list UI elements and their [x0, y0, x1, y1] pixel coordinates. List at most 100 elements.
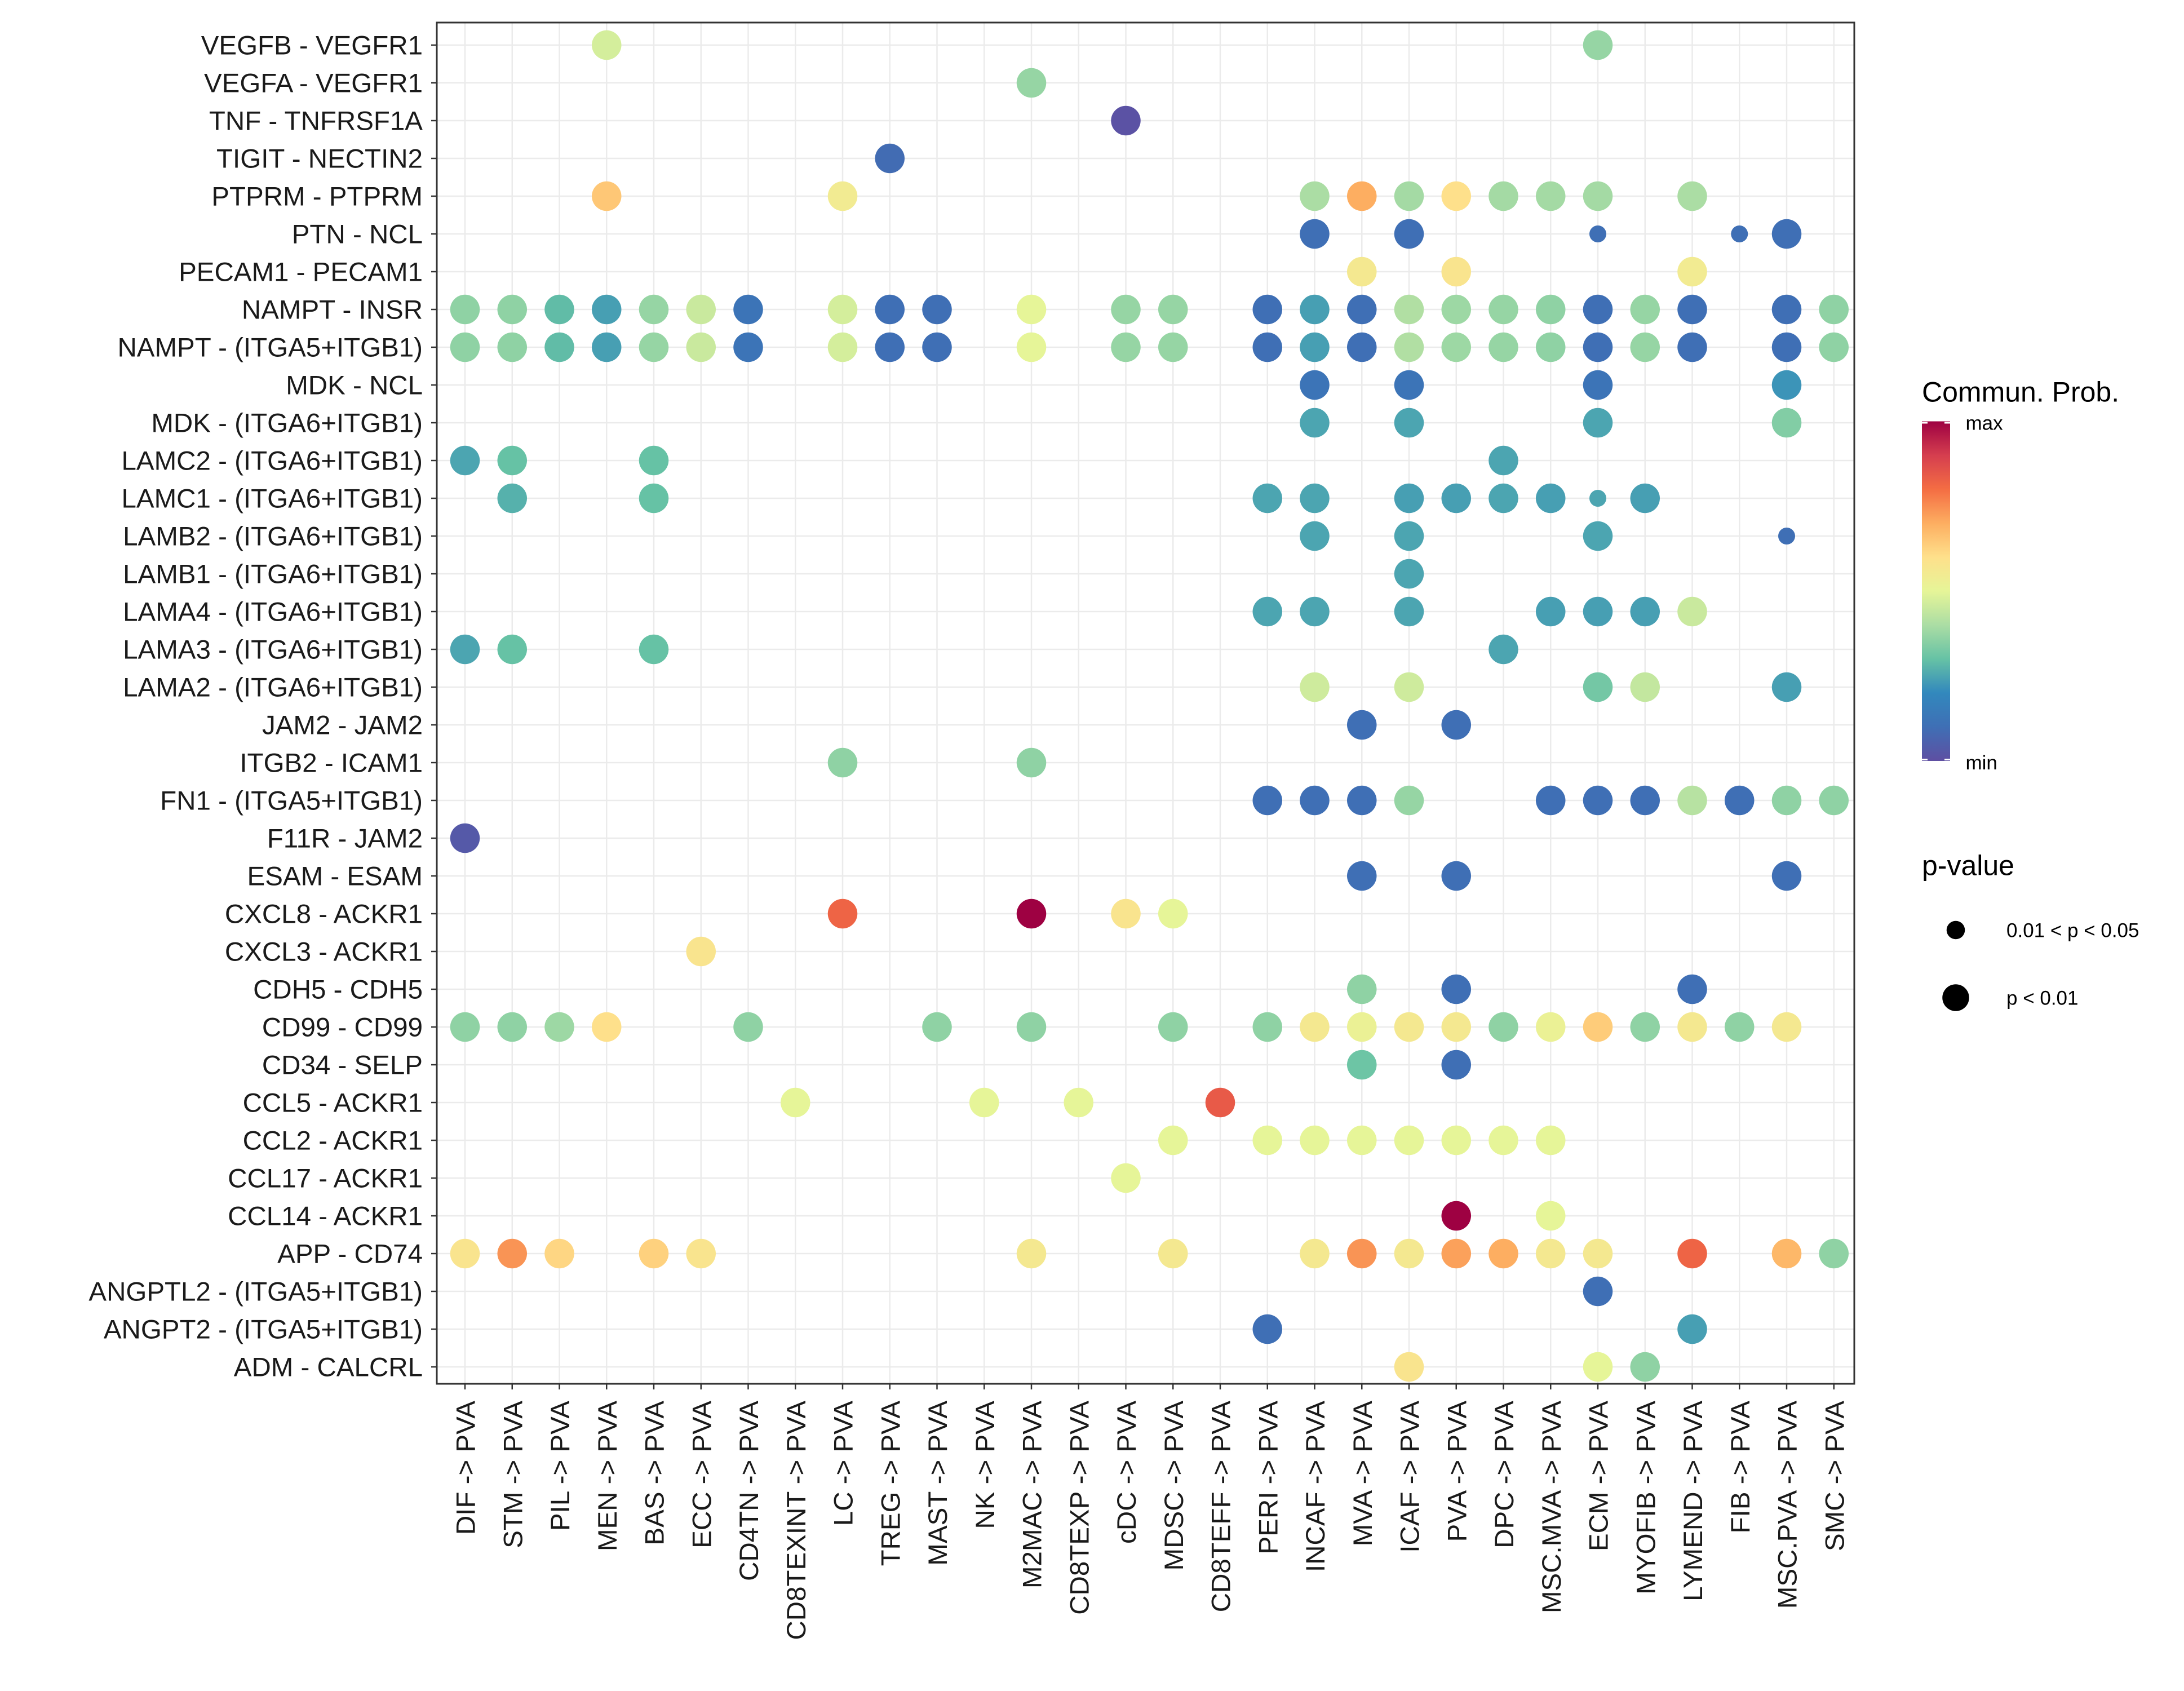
- data-point: [827, 747, 858, 778]
- data-point: [1394, 370, 1424, 400]
- data-point: [1111, 294, 1141, 325]
- data-point: [1394, 672, 1424, 702]
- size-legend-label-large: p < 0.01: [2006, 988, 2078, 1010]
- data-point: [639, 445, 669, 476]
- x-tick-label: PIL -> PVA: [546, 1401, 575, 1531]
- data-point: [1394, 483, 1424, 514]
- color-legend: Commun. Prob. max min: [1922, 377, 2119, 774]
- data-point: [544, 1238, 574, 1269]
- x-tick-label: MEN -> PVA: [593, 1401, 623, 1551]
- data-point: [1771, 861, 1802, 891]
- data-point: [1489, 634, 1518, 665]
- data-point: [1441, 1012, 1471, 1042]
- y-tick-label: TNF - TNFRSF1A: [209, 106, 423, 136]
- data-point: [1583, 596, 1613, 627]
- data-point: [450, 1012, 480, 1042]
- data-point: [1583, 672, 1613, 702]
- data-point: [1016, 68, 1047, 98]
- data-point: [639, 483, 669, 514]
- x-tick-label: PERI -> PVA: [1253, 1401, 1283, 1555]
- data-point: [1489, 1012, 1518, 1042]
- data-point: [1630, 332, 1660, 362]
- data-point: [1252, 332, 1282, 362]
- data-point: [1441, 483, 1471, 514]
- y-tick-label: NAMPT - (ITGA5+ITGB1): [118, 333, 423, 362]
- data-point: [1252, 596, 1282, 627]
- data-point: [1441, 1201, 1471, 1231]
- y-tick-label: LAMB2 - (ITGA6+ITGB1): [123, 521, 423, 551]
- y-tick-label: JAM2 - JAM2: [262, 710, 423, 740]
- x-tick-label: FIB -> PVA: [1726, 1401, 1756, 1534]
- x-tick-label: MYOFIB -> PVA: [1631, 1401, 1661, 1595]
- data-point: [1536, 181, 1566, 211]
- data-point: [1819, 294, 1849, 325]
- data-point: [1677, 974, 1707, 1004]
- x-tick-label: MDSC -> PVA: [1159, 1401, 1189, 1571]
- y-tick-label: TIGIT - NECTIN2: [216, 144, 423, 174]
- size-legend-key-small: [1946, 920, 1965, 940]
- data-point: [1441, 1125, 1471, 1156]
- data-point: [1158, 1125, 1188, 1156]
- data-point: [686, 1238, 716, 1269]
- data-point: [875, 294, 905, 325]
- data-point: [1677, 294, 1707, 325]
- data-point: [592, 181, 622, 211]
- y-tick-label: FN1 - (ITGA5+ITGB1): [160, 786, 423, 816]
- y-tick-label: LAMC2 - (ITGA6+ITGB1): [122, 446, 423, 476]
- data-point: [1016, 332, 1047, 362]
- x-tick-label: ECM -> PVA: [1584, 1401, 1614, 1551]
- size-legend-label-small: 0.01 < p < 0.05: [2006, 920, 2139, 942]
- panel-border: [436, 21, 1855, 1385]
- data-point: [1583, 521, 1613, 551]
- data-point: [544, 332, 574, 362]
- y-tick-label: CD99 - CD99: [262, 1012, 423, 1042]
- data-point: [1300, 521, 1330, 551]
- x-tick-label: STM -> PVA: [498, 1401, 528, 1548]
- data-point: [497, 1012, 527, 1042]
- data-point: [1489, 1125, 1518, 1156]
- x-tick-label: ECC -> PVA: [687, 1401, 717, 1548]
- data-point: [1394, 294, 1424, 325]
- data-point: [1441, 256, 1471, 287]
- data-point: [781, 1087, 810, 1118]
- y-tick-label: ANGPTL2 - (ITGA5+ITGB1): [88, 1277, 423, 1307]
- data-point: [1677, 256, 1707, 287]
- data-point: [1394, 596, 1424, 627]
- data-point: [1394, 559, 1424, 589]
- data-point: [1252, 1012, 1282, 1042]
- data-point: [1583, 1012, 1613, 1042]
- x-tick-label: NK -> PVA: [971, 1401, 1000, 1529]
- data-point: [1630, 785, 1660, 816]
- data-point: [1300, 1238, 1330, 1269]
- y-axis: VEGFB - VEGFR1 VEGFA - VEGFR1 TNF - TNFRSF…: [88, 30, 437, 1382]
- y-tick-label: ADM - CALCRL: [234, 1352, 423, 1382]
- data-point: [1630, 1012, 1660, 1042]
- data-point: [1771, 1012, 1802, 1042]
- data-point: [1347, 1238, 1377, 1269]
- y-tick-label: MDK - (ITGA6+ITGB1): [151, 408, 423, 438]
- data-point: [922, 1012, 952, 1042]
- y-tick-label: LAMB1 - (ITGA6+ITGB1): [123, 559, 423, 589]
- y-tick-label: ITGB2 - ICAM1: [240, 748, 423, 778]
- data-point: [686, 332, 716, 362]
- data-point: [1347, 710, 1377, 740]
- data-point: [1394, 1238, 1424, 1269]
- data-point: [639, 294, 669, 325]
- size-legend: p-value 0.01 < p < 0.05 p < 0.01: [1922, 850, 2139, 1011]
- x-tick-label: MSC.PVA -> PVA: [1773, 1401, 1803, 1609]
- data-point: [1441, 861, 1471, 891]
- data-point: [1489, 181, 1518, 211]
- data-point: [1347, 1012, 1377, 1042]
- data-point: [1819, 332, 1849, 362]
- data-point: [1158, 898, 1188, 929]
- data-point: [1771, 219, 1802, 249]
- color-bar: [1922, 421, 1950, 761]
- data-point: [592, 1012, 622, 1042]
- data-point: [1300, 408, 1330, 438]
- y-tick-label: MDK - NCL: [286, 370, 423, 400]
- data-point: [450, 332, 480, 362]
- data-point: [592, 332, 622, 362]
- data-point: [592, 30, 622, 60]
- data-point: [922, 332, 952, 362]
- data-point: [1630, 596, 1660, 627]
